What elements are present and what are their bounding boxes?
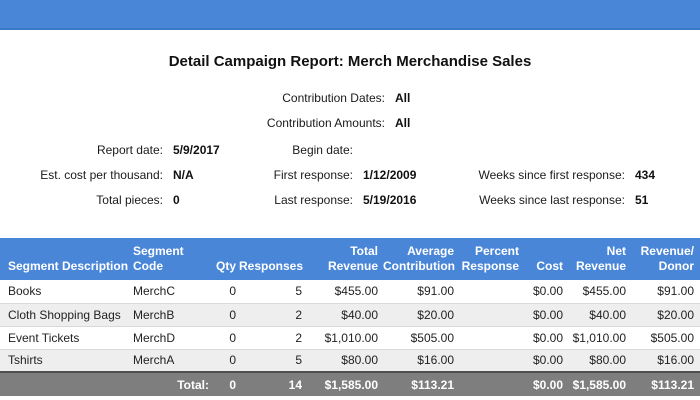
report-title: Detail Campaign Report: Merch Merchandis… — [168, 53, 532, 70]
est-cost-per-thousand-label: Est. cost per thousand: — [40, 168, 163, 182]
table-cell: Cloth Shopping Bags — [0, 303, 133, 327]
table-cell: $1,010.00 — [305, 326, 382, 350]
contribution-dates-value: All — [395, 91, 411, 105]
contribution-amounts-field: Contribution Amounts: All — [0, 116, 410, 130]
weeks-since-first-response-value: 434 — [635, 168, 656, 182]
column-header-cost: Cost — [523, 238, 567, 280]
table-cell: Books — [0, 280, 133, 304]
total-cell: $113.21 — [630, 371, 700, 396]
est-cost-per-thousand-value: N/A — [173, 168, 194, 182]
column-header-segment-description: Segment Description — [0, 238, 133, 280]
contribution-amounts-value: All — [395, 116, 411, 130]
first-response-field: First response: 1/12/2009 — [200, 168, 417, 182]
top-banner — [0, 0, 700, 30]
table-cell: $0.00 — [523, 280, 567, 304]
table-cell: Tshirts — [0, 349, 133, 373]
total-label: Total: — [133, 371, 213, 396]
table-cell: $0.00 — [523, 326, 567, 350]
table-cell: $0.00 — [523, 303, 567, 327]
total-pieces-field: Total pieces: 0 — [0, 193, 180, 207]
total-pieces-value: 0 — [173, 193, 180, 207]
table-cell: $455.00 — [305, 280, 382, 304]
table-cell: 0 — [213, 303, 238, 327]
table-cell: $20.00 — [382, 303, 458, 327]
total-cell: $1,585.00 — [305, 371, 382, 396]
column-header-segment-code: Segment Code — [133, 238, 213, 280]
table-cell: $505.00 — [630, 326, 700, 350]
table-cell: $80.00 — [305, 349, 382, 373]
table-cell: $40.00 — [305, 303, 382, 327]
total-cell — [458, 371, 523, 396]
last-response-label: Last response: — [274, 193, 353, 207]
total-cell: 14 — [238, 371, 305, 396]
total-pieces-label: Total pieces: — [96, 193, 163, 207]
total-cell: $113.21 — [382, 371, 458, 396]
table-cell: 0 — [213, 280, 238, 304]
contribution-dates-label: Contribution Dates: — [282, 91, 385, 105]
table-cell: $91.00 — [382, 280, 458, 304]
table-cell: $91.00 — [630, 280, 700, 304]
column-header-revenue-per-donor: Revenue/ Donor — [630, 238, 700, 280]
total-row: Total: 0 14 $1,585.00 $113.21 $0.00 $1,5… — [0, 371, 700, 396]
table-cell: MerchD — [133, 326, 213, 350]
column-header-responses: Responses — [238, 238, 305, 280]
report-date-value: 5/9/2017 — [173, 143, 220, 157]
total-cell: $1,585.00 — [567, 371, 630, 396]
first-response-label: First response: — [273, 168, 353, 182]
report-date-label: Report date: — [96, 143, 163, 157]
table-cell: $0.00 — [523, 349, 567, 373]
table-header-row: Segment Description Segment Code Qty Res… — [0, 238, 700, 280]
table-row: Tshirts MerchA 0 5 $80.00 $16.00 $0.00 $… — [0, 349, 700, 373]
table-cell: 0 — [213, 349, 238, 373]
table-cell: $40.00 — [567, 303, 630, 327]
last-response-value: 5/19/2016 — [363, 193, 417, 207]
table-cell: MerchC — [133, 280, 213, 304]
weeks-since-last-response-label: Weeks since last response: — [479, 193, 625, 207]
table-row: Cloth Shopping Bags MerchB 0 2 $40.00 $2… — [0, 303, 700, 327]
column-header-net-revenue: Net Revenue — [567, 238, 630, 280]
total-cell: 0 — [213, 371, 238, 396]
weeks-since-first-response-field: Weeks since first response: 434 — [420, 168, 655, 182]
table-cell: MerchA — [133, 349, 213, 373]
table-cell: MerchB — [133, 303, 213, 327]
est-cost-per-thousand-field: Est. cost per thousand: N/A — [0, 168, 194, 182]
table-cell — [458, 303, 523, 327]
report-date-field: Report date: 5/9/2017 — [0, 143, 220, 157]
weeks-since-last-response-field: Weeks since last response: 51 — [420, 193, 648, 207]
begin-date-label: Begin date: — [292, 143, 353, 157]
begin-date-field: Begin date: — [200, 143, 363, 157]
table-row: Books MerchC 0 5 $455.00 $91.00 $0.00 $4… — [0, 280, 700, 304]
table-cell — [458, 326, 523, 350]
contribution-dates-field: Contribution Dates: All — [0, 91, 410, 105]
table-cell: $16.00 — [630, 349, 700, 373]
table-cell: 5 — [238, 349, 305, 373]
total-cell — [0, 371, 133, 396]
weeks-since-last-response-value: 51 — [635, 193, 649, 207]
segment-results-table: Segment Description Segment Code Qty Res… — [0, 238, 700, 396]
table-cell: $20.00 — [630, 303, 700, 327]
table-cell: $80.00 — [567, 349, 630, 373]
column-header-average-contribution: Average Contribution — [382, 238, 458, 280]
column-header-total-revenue: Total Revenue — [305, 238, 382, 280]
last-response-field: Last response: 5/19/2016 — [200, 193, 416, 207]
weeks-since-first-response-label: Weeks since first response: — [478, 168, 625, 182]
table-cell: 0 — [213, 326, 238, 350]
table-cell — [458, 349, 523, 373]
column-header-qty: Qty — [213, 238, 238, 280]
table-row: Event Tickets MerchD 0 2 $1,010.00 $505.… — [0, 326, 700, 350]
table-cell: 5 — [238, 280, 305, 304]
column-header-percent-response: Percent Response — [458, 238, 523, 280]
total-cell: $0.00 — [523, 371, 567, 396]
table-cell: Event Tickets — [0, 326, 133, 350]
table-cell: $505.00 — [382, 326, 458, 350]
table-cell: $1,010.00 — [567, 326, 630, 350]
contribution-amounts-label: Contribution Amounts: — [266, 116, 385, 130]
first-response-value: 1/12/2009 — [363, 168, 417, 182]
table-cell: 2 — [238, 326, 305, 350]
table-cell: 2 — [238, 303, 305, 327]
table-cell: $16.00 — [382, 349, 458, 373]
table-cell: $455.00 — [567, 280, 630, 304]
table-cell — [458, 280, 523, 304]
